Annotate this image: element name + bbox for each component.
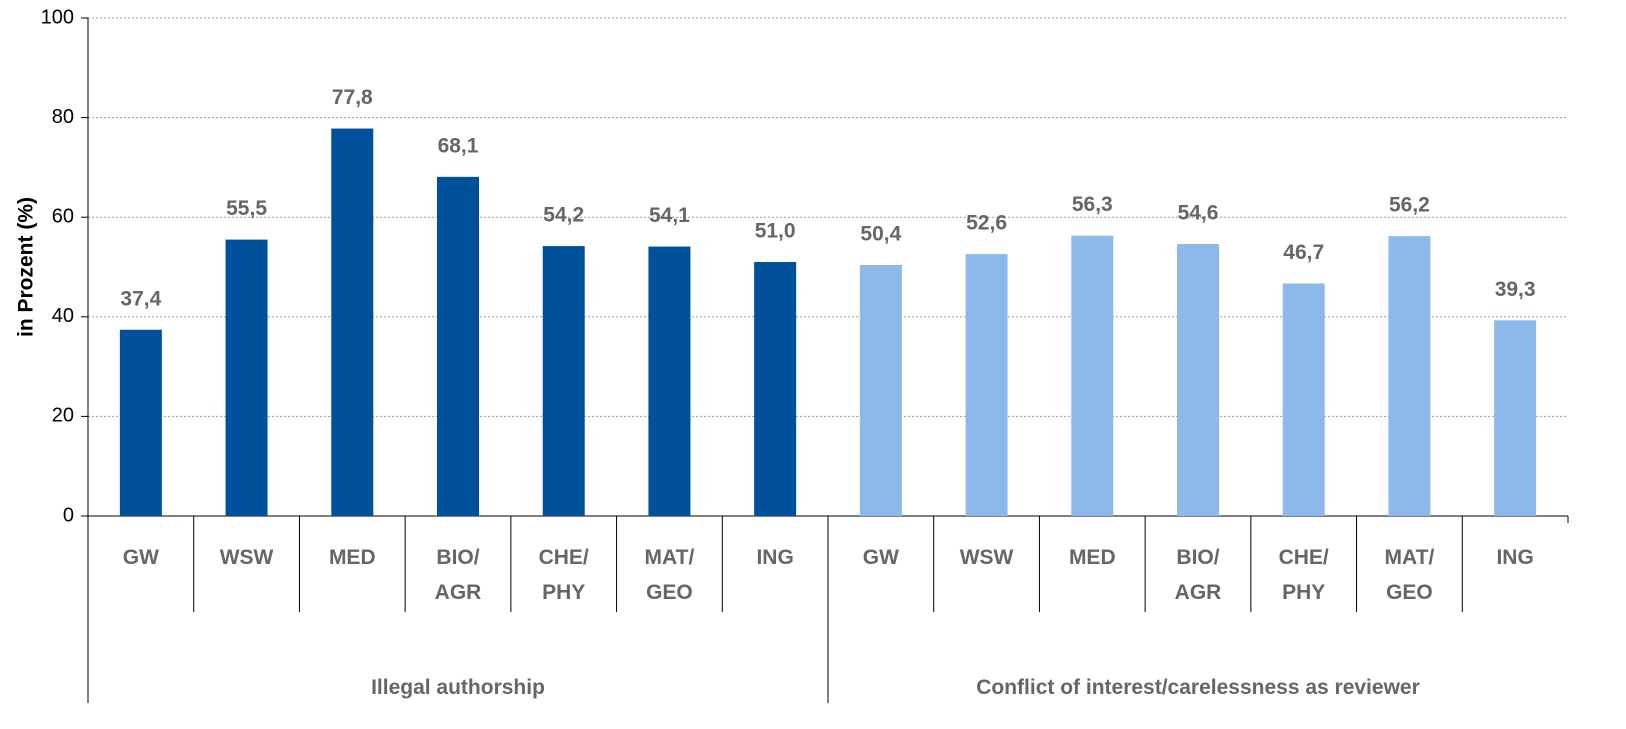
value-label: 56,2 bbox=[1389, 194, 1430, 217]
y-tick-label: 60 bbox=[52, 205, 74, 227]
value-label: 51,0 bbox=[755, 220, 796, 243]
group-label: Conflict of interest/carelessness as rev… bbox=[976, 676, 1420, 699]
value-label: 54,6 bbox=[1178, 202, 1219, 225]
value-label: 37,4 bbox=[120, 287, 161, 310]
x-tick-label: MED bbox=[328, 546, 376, 569]
value-label: 77,8 bbox=[332, 86, 373, 109]
bar bbox=[1177, 244, 1219, 517]
bar bbox=[1282, 283, 1325, 516]
value-label: 68,1 bbox=[438, 134, 479, 157]
x-tick-label: MAT/ GEO bbox=[1384, 546, 1435, 604]
bar bbox=[859, 265, 902, 516]
y-tick-label: 40 bbox=[52, 305, 74, 327]
value-label: 46,7 bbox=[1283, 241, 1324, 264]
value-label: 54,2 bbox=[543, 204, 584, 227]
y-tick-label: 80 bbox=[52, 106, 74, 128]
bar bbox=[542, 246, 585, 517]
bar bbox=[754, 262, 797, 516]
bar bbox=[331, 128, 374, 516]
bar bbox=[965, 254, 1008, 516]
bar bbox=[1388, 236, 1431, 516]
y-tick-label: 20 bbox=[52, 405, 74, 427]
x-tick-label: WSW bbox=[959, 546, 1014, 569]
x-tick-label: CHE/ PHY bbox=[538, 546, 589, 604]
y-axis-label: in Prozent (%) bbox=[15, 197, 38, 337]
bar bbox=[648, 246, 691, 516]
x-tick-label: BIO/ AGR bbox=[1174, 546, 1222, 604]
value-label: 55,5 bbox=[226, 197, 267, 220]
value-label: 50,4 bbox=[860, 223, 901, 246]
value-label: 39,3 bbox=[1495, 278, 1536, 301]
x-tick-label: CHE/ PHY bbox=[1278, 546, 1329, 604]
group-label: Illegal authorship bbox=[371, 676, 545, 699]
value-label: 56,3 bbox=[1072, 193, 1113, 216]
x-tick-label: GW bbox=[122, 546, 159, 569]
bar bbox=[437, 176, 479, 516]
bar bbox=[1494, 320, 1537, 516]
value-label: 54,1 bbox=[649, 204, 690, 227]
y-tick-label: 0 bbox=[63, 504, 74, 526]
x-tick-label: MAT/ GEO bbox=[644, 546, 695, 604]
bar bbox=[1071, 235, 1114, 516]
x-tick-label: WSW bbox=[219, 546, 274, 569]
x-tick-label: GW bbox=[862, 546, 899, 569]
value-label: 52,6 bbox=[966, 212, 1007, 235]
x-tick-label: MED bbox=[1068, 546, 1116, 569]
x-tick-label: ING bbox=[1496, 546, 1534, 569]
y-tick-label: 100 bbox=[41, 6, 74, 28]
bar bbox=[119, 329, 162, 516]
x-tick-label: BIO/ AGR bbox=[434, 546, 482, 604]
x-tick-label: ING bbox=[756, 546, 794, 569]
bar bbox=[225, 239, 268, 517]
